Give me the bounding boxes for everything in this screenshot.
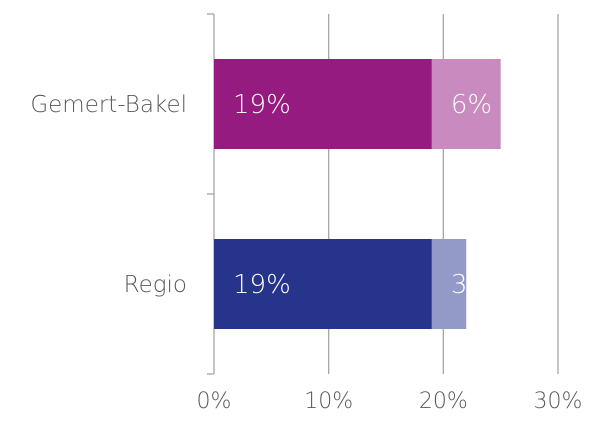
x-tick-label: 20% — [419, 389, 468, 414]
data-label: 3% — [451, 270, 492, 300]
x-tick-label: 0% — [197, 389, 232, 414]
labels: 0% 10% 20% 30% 19% 6% Gemert-Bakel 19% 3% Regio — [30, 90, 582, 414]
bar-regio-segment-2 — [431, 239, 467, 329]
category-label: Gemert-Bakel — [30, 92, 187, 118]
data-label: 19% — [233, 90, 291, 120]
x-tick-label: 30% — [534, 389, 583, 414]
bar-regio-segment-1 — [214, 239, 432, 329]
category-axis — [207, 13, 215, 375]
bar-gemert-bakel-segment-1 — [214, 59, 432, 149]
x-tick-label: 10% — [304, 389, 353, 414]
data-label: 19% — [233, 270, 291, 300]
bar-gemert-bakel-segment-2 — [431, 59, 501, 149]
data-label: 6% — [451, 90, 492, 120]
category-label: Regio — [124, 272, 187, 298]
bars — [214, 59, 501, 329]
